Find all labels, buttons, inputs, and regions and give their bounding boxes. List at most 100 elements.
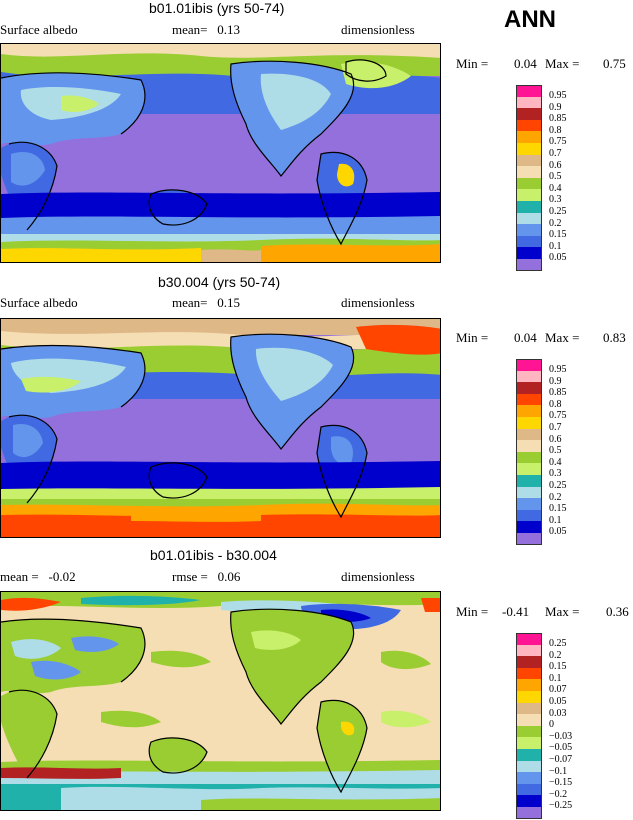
panel-1-map (0, 43, 441, 263)
colorbar-tick-label: 0.05 (549, 526, 567, 538)
colorbar-swatch (516, 428, 542, 441)
colorbar-swatch-row: 0.5 (516, 440, 616, 457)
colorbar-swatch (516, 201, 542, 214)
colorbar-swatch (516, 656, 542, 669)
colorbar-tick-label: −0.1 (549, 765, 568, 777)
colorbar-swatch (516, 85, 542, 98)
colorbar-swatch-row: 0.05 (516, 247, 616, 264)
colorbar-swatch (516, 486, 542, 499)
colorbar-swatch-row: 0.2 (516, 212, 616, 229)
panel-1-max-label: Max = (545, 56, 580, 71)
colorbar-swatch-row: −0.1 (516, 760, 616, 777)
colorbar-swatch (516, 644, 542, 657)
colorbar-swatch (516, 417, 542, 430)
colorbar-tick-label: 0.4 (549, 456, 562, 468)
colorbar-swatch-row: 0.4 (516, 451, 616, 468)
panel-1-variable-label: Surface albedo (0, 22, 78, 37)
colorbar-swatch-row: 0.3 (516, 189, 616, 206)
panel-1-min-value: 0.04 (514, 56, 537, 71)
colorbar-swatch-row: 0.15 (516, 224, 616, 240)
colorbar-tick-label: 0.05 (549, 696, 567, 707)
panel-3-map (0, 591, 441, 811)
colorbar-swatch-row: 0.15 (516, 656, 616, 672)
colorbar-swatch-row: 0.25 (516, 633, 616, 649)
colorbar-swatch (516, 235, 542, 248)
colorbar-tick-label: 0.75 (549, 410, 567, 422)
colorbar-swatch (516, 212, 542, 225)
colorbar-swatch-row: 0.85 (516, 108, 616, 124)
colorbar-swatch (516, 382, 542, 395)
panel-2-units-label: dimensionless (341, 295, 415, 310)
colorbar-swatch (516, 795, 542, 808)
colorbar-tick-label: 0.7 (549, 148, 562, 159)
colorbar-tick-label: 0.5 (549, 445, 562, 457)
colorbar-swatch (516, 679, 542, 692)
panel-3-title: b01.01ibis - b30.004 (150, 547, 277, 563)
colorbar-swatch-row: 0.8 (516, 393, 616, 410)
panel-1-title: b01.01ibis (yrs 50-74) (149, 0, 285, 16)
colorbar-tick-label: 0.3 (549, 194, 562, 206)
colorbar-swatch-row: 0.03 (516, 702, 616, 719)
colorbar-swatch-row: 0.4 (516, 177, 616, 194)
colorbar-tick-label: 0.25 (549, 206, 567, 217)
panel-1-units-label: dimensionless (341, 22, 415, 37)
colorbar-tick-label: 0.95 (549, 364, 567, 375)
colorbar-swatch (516, 247, 542, 260)
colorbar-swatch-row: 0.25 (516, 201, 616, 217)
colorbar-swatch (516, 475, 542, 488)
panel-1-max-value: 0.75 (603, 56, 626, 71)
colorbar-swatch (516, 667, 542, 680)
colorbar-swatch-row: 0.95 (516, 359, 616, 375)
colorbar-swatch (516, 451, 542, 464)
colorbar-swatch (516, 259, 542, 272)
panel-2-mean-label: mean= 0.15 (172, 295, 240, 310)
colorbar-tick-label: 0.1 (549, 240, 562, 252)
panel-3-units-label: dimensionless (341, 569, 415, 584)
panel-2-variable-label: Surface albedo (0, 295, 78, 310)
colorbar-tick-label: 0.2 (549, 217, 562, 229)
colorbar-swatch (516, 521, 542, 534)
colorbar-swatch-row: 0.1 (516, 235, 616, 252)
colorbar-swatch-row: −0.25 (516, 795, 616, 812)
colorbar-tick-label: 0.7 (549, 422, 562, 433)
colorbar-tick-label: 0.5 (549, 171, 562, 183)
colorbar-tick-label: 0.6 (549, 433, 562, 445)
colorbar-swatch-row: 0.6 (516, 428, 616, 445)
colorbar-swatch-row: −0.05 (516, 737, 616, 754)
colorbar-tick-label: 0.03 (549, 707, 567, 719)
colorbar-swatch-row: 0.5 (516, 166, 616, 183)
colorbar-swatch (516, 154, 542, 167)
colorbar-swatch (516, 737, 542, 750)
colorbar-swatch-row: 0.8 (516, 119, 616, 136)
colorbar-swatch (516, 405, 542, 418)
colorbar-swatch-row: 0.25 (516, 475, 616, 491)
colorbar-tick-label: 0.05 (549, 252, 567, 264)
colorbar-tick-label: −0.05 (549, 742, 573, 754)
colorbar-swatch (516, 96, 542, 109)
panel-2-max-label: Max = (545, 330, 580, 345)
colorbar-swatch (516, 143, 542, 156)
colorbar-tick-label: 0.8 (549, 124, 562, 136)
colorbar-swatch (516, 749, 542, 762)
colorbar-frame (516, 359, 542, 545)
colorbar-frame (516, 633, 542, 819)
colorbar-swatch-row: 0.75 (516, 405, 616, 422)
colorbar-swatch (516, 177, 542, 190)
panel-3-min-label: Min = (456, 604, 489, 619)
colorbar-swatch (516, 224, 542, 237)
colorbar-tick-label: 0.75 (549, 136, 567, 148)
colorbar-tick-label: 0.9 (549, 375, 562, 387)
panel-3-max-value: 0.36 (606, 604, 629, 619)
colorbar-swatch (516, 359, 542, 372)
colorbar-swatch-row: 0.1 (516, 509, 616, 526)
colorbar-tick-label: −0.25 (549, 800, 573, 812)
colorbar-swatch (516, 440, 542, 453)
panel-1-min-label: Min = (456, 56, 489, 71)
colorbar-swatch (516, 108, 542, 121)
colorbar-swatch-row: 0.75 (516, 131, 616, 148)
colorbar-swatch-row: 0 (516, 714, 616, 730)
colorbar-swatch-row: 0.07 (516, 679, 616, 695)
colorbar-tick-label: 0.15 (549, 503, 567, 515)
panel-2-title: b30.004 (yrs 50-74) (158, 274, 281, 290)
colorbar-tick-label: 0.2 (549, 491, 562, 503)
